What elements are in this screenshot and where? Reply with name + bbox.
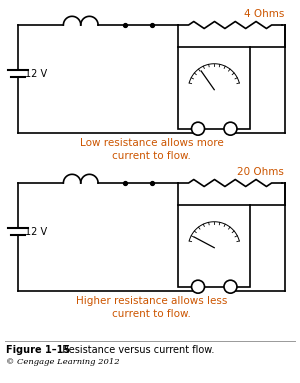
Text: Low resistance allows more
current to flow.: Low resistance allows more current to fl…: [80, 138, 224, 161]
Text: 4 Ohms: 4 Ohms: [244, 9, 284, 19]
Text: 12 V: 12 V: [25, 227, 47, 237]
Text: 20 Ohms: 20 Ohms: [237, 167, 284, 177]
Circle shape: [191, 122, 205, 135]
Circle shape: [191, 280, 205, 293]
Bar: [178, 47, 250, 129]
Circle shape: [224, 280, 237, 293]
Text: Higher resistance allows less
current to flow.: Higher resistance allows less current to…: [76, 296, 227, 319]
Text: 12 V: 12 V: [25, 69, 47, 79]
Text: Figure 1–15: Figure 1–15: [6, 345, 70, 355]
Text: © Cengage Learning 2012: © Cengage Learning 2012: [6, 358, 120, 366]
Circle shape: [224, 122, 237, 135]
Text: Resistance versus current flow.: Resistance versus current flow.: [56, 345, 214, 355]
Bar: [178, 205, 250, 287]
